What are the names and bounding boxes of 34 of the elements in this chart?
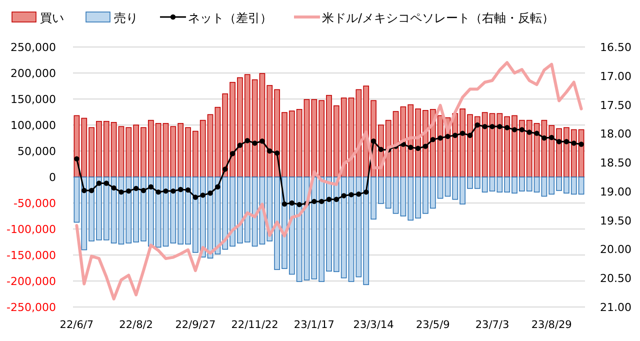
x-tick-label: 23/5/9 xyxy=(416,319,450,331)
y2-tick-label: 20.50 xyxy=(600,272,632,286)
y2-tick-label: 17.00 xyxy=(600,70,632,83)
y-tick-label: -50,000 xyxy=(14,197,56,210)
y2-tick-label: 19.00 xyxy=(600,185,632,198)
x-tick-label: 22/6/7 xyxy=(60,319,94,331)
x-tick-label: 23/3/14 xyxy=(353,319,394,331)
y2-tick-label: 17.50 xyxy=(600,98,632,112)
y-tick-label: 250,000 xyxy=(10,41,56,54)
y-tick-label: -200,000 xyxy=(6,275,56,288)
legend-label: 米ドル/メキシコペソレート（右軸・反転） xyxy=(322,11,554,25)
legend-label: 売り xyxy=(114,11,138,25)
y-tick-label: -150,000 xyxy=(6,249,56,262)
legend-label: 買い xyxy=(40,11,64,25)
y2-tick-label: 18.50 xyxy=(600,156,632,170)
y-tick-label: 50,000 xyxy=(18,145,56,158)
y-tick-label: 100,000 xyxy=(10,119,56,132)
y-tick-label: -250,000 xyxy=(6,301,56,314)
x-tick-label: 22/11/22 xyxy=(231,319,278,331)
y-tick-label: 200,000 xyxy=(10,67,56,80)
y2-tick-label: 20.00 xyxy=(600,243,632,256)
x-tick-label: 23/1/17 xyxy=(294,319,334,331)
x-tick-label: 23/8/29 xyxy=(531,319,572,331)
y2-tick-label: 19.50 xyxy=(600,214,632,228)
legend-label: ネット（差引） xyxy=(188,11,272,25)
y2-tick-label: 18.00 xyxy=(600,128,632,141)
y2-tick-label: 21.00 xyxy=(600,301,632,314)
x-tick-label: 22/8/2 xyxy=(119,319,153,331)
y2-tick-label: 16.50 xyxy=(600,41,632,54)
x-tick-label: 22/9/27 xyxy=(175,319,216,331)
y-tick-label: 150,000 xyxy=(10,93,56,106)
x-tick-label: 23/7/3 xyxy=(475,319,510,331)
y-tick-label: 0 xyxy=(49,171,56,184)
y-tick-label: -100,000 xyxy=(6,223,56,236)
